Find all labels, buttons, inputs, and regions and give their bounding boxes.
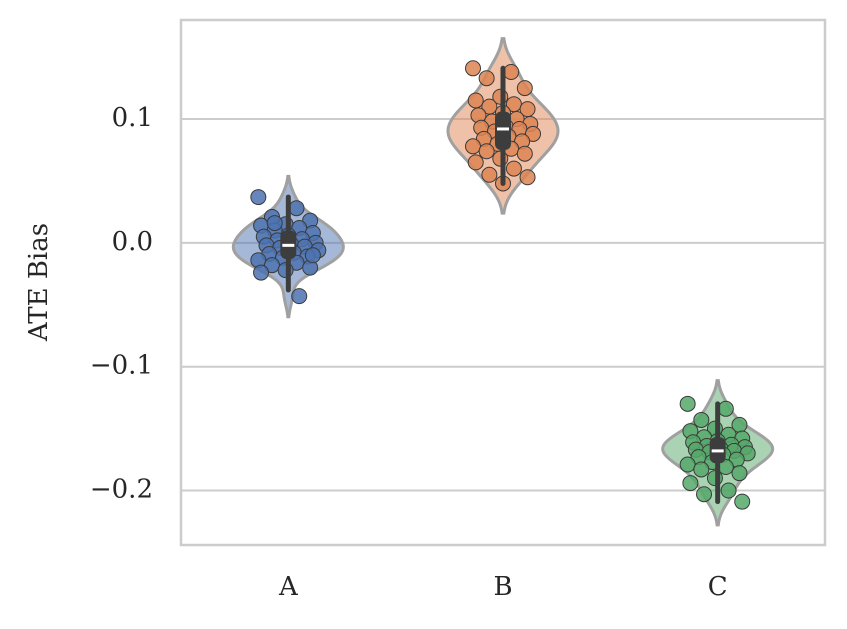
strip-point xyxy=(478,70,495,87)
strip-point xyxy=(734,493,751,510)
strip-point xyxy=(266,215,283,232)
strip-point xyxy=(679,395,696,412)
strip-point xyxy=(253,264,270,281)
strip-point xyxy=(291,288,308,305)
y-tick-label: −0.1 xyxy=(90,351,153,381)
strip-point xyxy=(519,169,536,186)
strip-point xyxy=(465,138,481,155)
strip-point xyxy=(288,200,305,217)
y-tick-label: 0.0 xyxy=(112,227,153,257)
strip-point xyxy=(250,189,267,206)
strip-point xyxy=(304,247,321,264)
y-axis-label: ATE Bias xyxy=(24,223,54,342)
strip-point xyxy=(731,465,748,482)
x-tick-label: C xyxy=(708,572,728,602)
strip-point xyxy=(467,92,484,109)
strip-point xyxy=(478,143,495,160)
y-tick-label: 0.1 xyxy=(112,103,153,133)
strip-point xyxy=(693,461,710,478)
strip-point xyxy=(706,470,723,487)
strip-point xyxy=(717,400,734,417)
strip-point xyxy=(481,166,498,183)
strip-point xyxy=(505,160,522,177)
strip-point xyxy=(467,154,484,171)
strip-point xyxy=(503,64,520,81)
x-tick-label: A xyxy=(278,572,299,602)
strip-point xyxy=(679,456,696,473)
strip-point xyxy=(465,60,481,77)
plot-frame xyxy=(179,18,827,547)
strip-point xyxy=(696,486,713,503)
strip-point xyxy=(682,475,699,492)
strip-point xyxy=(525,125,541,142)
box-iqr xyxy=(495,111,511,151)
strip-point xyxy=(693,411,710,428)
y-tick-label: −0.2 xyxy=(90,475,153,505)
x-tick-label: B xyxy=(493,572,512,602)
strip-point xyxy=(720,482,737,499)
strip-point xyxy=(492,150,509,167)
strip-point xyxy=(516,145,533,162)
strip-point xyxy=(516,80,533,97)
strip-point xyxy=(277,262,294,279)
